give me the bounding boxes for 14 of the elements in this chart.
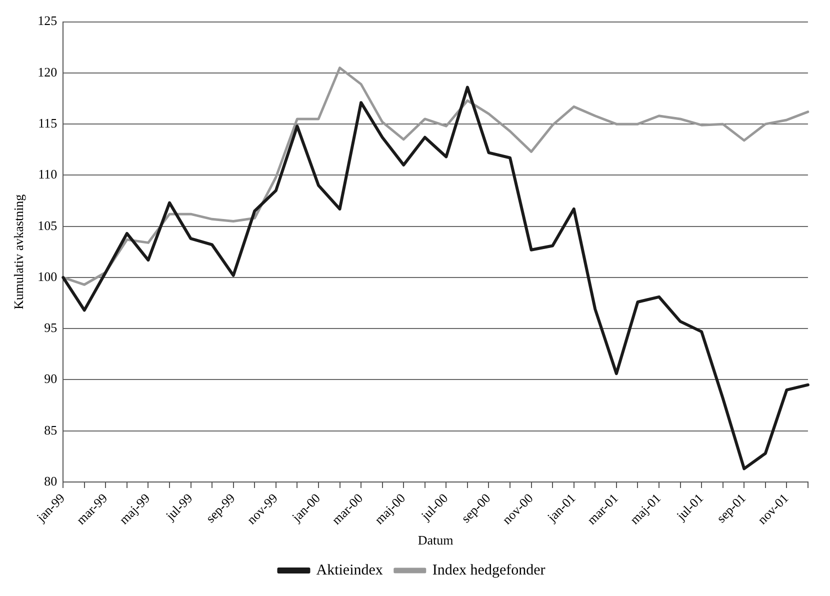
y-tick-label: 125 — [38, 13, 58, 28]
x-axis-title: Datum — [418, 532, 454, 548]
y-tick-label: 100 — [38, 268, 58, 284]
y-axis-title: Kumulativ avkastning — [11, 194, 26, 310]
y-tick-label: 85 — [44, 422, 58, 438]
y-tick-label: 115 — [38, 115, 58, 130]
y-tick-label: 105 — [38, 218, 58, 233]
y-tick-label: 120 — [38, 64, 58, 80]
y-tick-label: 80 — [44, 473, 58, 488]
y-tick-label: 90 — [44, 371, 58, 386]
y-tick-label: 95 — [44, 320, 58, 336]
legend-label: Index hedgefonder — [432, 562, 546, 578]
legend-label: Aktieindex — [316, 562, 384, 578]
y-tick-label: 110 — [38, 166, 58, 182]
